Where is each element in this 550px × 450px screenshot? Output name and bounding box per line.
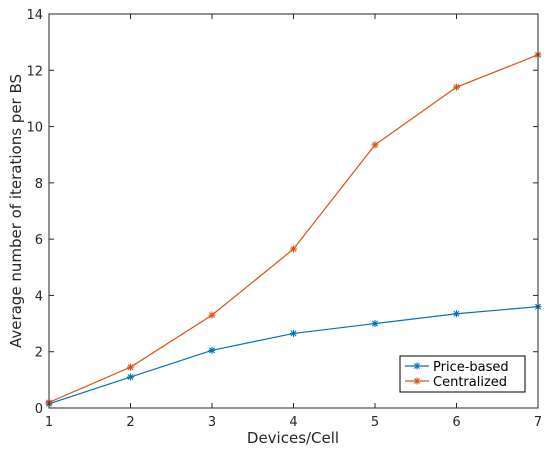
series-2-point	[453, 83, 460, 91]
y-tick-label: 10	[26, 121, 43, 136]
series-2-point	[290, 245, 297, 253]
y-tick-label: 8	[35, 177, 43, 192]
series-2-point	[371, 141, 379, 149]
x-tick-label: 3	[208, 415, 216, 430]
series-2-point	[208, 311, 216, 319]
y-tick-label: 12	[26, 64, 43, 79]
x-tick-label: 6	[452, 415, 460, 430]
y-tick-label: 2	[35, 346, 43, 361]
series-1-point	[371, 320, 379, 328]
x-tick-label: 7	[534, 415, 542, 430]
series-layer	[45, 51, 542, 408]
y-tick-label: 0	[35, 402, 43, 417]
y-axis-title: Average number of iterations per BS	[7, 74, 25, 348]
series-1-point	[127, 373, 134, 381]
series-1-point	[208, 346, 216, 354]
series-1-point	[453, 310, 460, 318]
x-tick-label: 2	[126, 415, 134, 430]
legend-marker-1	[413, 362, 421, 370]
x-tick-label: 4	[289, 415, 297, 430]
x-tick-label: 1	[45, 415, 53, 430]
legend-label-1: Price-based	[433, 360, 509, 375]
legend-box	[399, 355, 526, 393]
legend-marker-2	[413, 377, 421, 385]
series-2-point	[127, 363, 134, 371]
x-axis-title: Devices/Cell	[247, 429, 339, 447]
y-tick-label: 4	[35, 289, 43, 304]
legend-label-2: Centralized	[433, 375, 507, 390]
y-tick-label: 6	[35, 233, 43, 248]
y-tick-label: 14	[26, 8, 43, 23]
plot-area	[49, 14, 538, 408]
series-1-point	[290, 329, 297, 337]
x-tick-label: 5	[371, 415, 379, 430]
